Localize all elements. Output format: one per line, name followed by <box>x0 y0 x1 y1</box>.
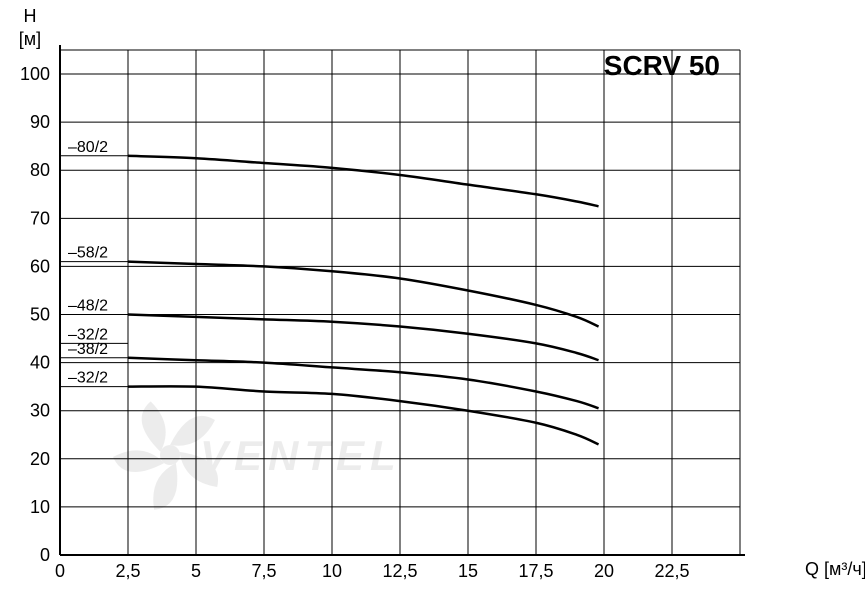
chart-curves <box>128 156 599 445</box>
pump-curve <box>128 315 599 361</box>
y-tick-labels: 0 10 20 30 40 50 60 70 80 90 100 <box>20 64 50 565</box>
x-tick: 20 <box>594 561 614 581</box>
x-tick: 2,5 <box>115 561 140 581</box>
pump-curve <box>128 358 599 409</box>
pump-curve <box>128 156 599 207</box>
curve-labels: –80/2–58/2–48/2–32/2–38/2–32/2 <box>60 139 128 387</box>
x-tick: 0 <box>55 561 65 581</box>
y-tick: 10 <box>30 497 50 517</box>
y-tick: 0 <box>40 545 50 565</box>
x-tick: 22,5 <box>654 561 689 581</box>
chart-svg: VENTEL 0 10 20 30 40 50 60 70 80 90 100 0 2,5 5 7,5 10… <box>0 0 865 594</box>
watermark: VENTEL <box>111 400 402 513</box>
pump-curve-chart: VENTEL 0 10 20 30 40 50 60 70 80 90 100 0 2,5 5 7,5 10… <box>0 0 865 594</box>
watermark-text: VENTEL <box>200 432 402 479</box>
x-tick: 5 <box>191 561 201 581</box>
y-tick: 50 <box>30 305 50 325</box>
y-tick: 80 <box>30 160 50 180</box>
x-tick: 15 <box>458 561 478 581</box>
curve-label: –80/2 <box>68 139 108 156</box>
x-tick: 10 <box>322 561 342 581</box>
y-tick: 70 <box>30 208 50 228</box>
y-tick: 40 <box>30 353 50 373</box>
y-tick: 20 <box>30 449 50 469</box>
y-tick: 90 <box>30 112 50 132</box>
curve-label: –38/2 <box>68 341 108 358</box>
x-tick: 17,5 <box>518 561 553 581</box>
curve-label: –32/2 <box>68 370 108 387</box>
y-tick: 30 <box>30 401 50 421</box>
y-tick: 60 <box>30 256 50 276</box>
x-tick: 7,5 <box>251 561 276 581</box>
x-axis-label: Q [м³/ч] <box>805 559 865 579</box>
y-tick: 100 <box>20 64 50 84</box>
curve-label: –58/2 <box>68 245 108 262</box>
curve-label: –48/2 <box>68 298 108 315</box>
x-tick: 12,5 <box>382 561 417 581</box>
chart-title: SCRV 50 <box>604 50 720 81</box>
y-axis-label-h: H <box>24 6 37 26</box>
x-tick-labels: 0 2,5 5 7,5 10 12,5 15 17,5 20 22,5 <box>55 561 690 581</box>
y-axis-label-unit: [м] <box>19 29 41 49</box>
